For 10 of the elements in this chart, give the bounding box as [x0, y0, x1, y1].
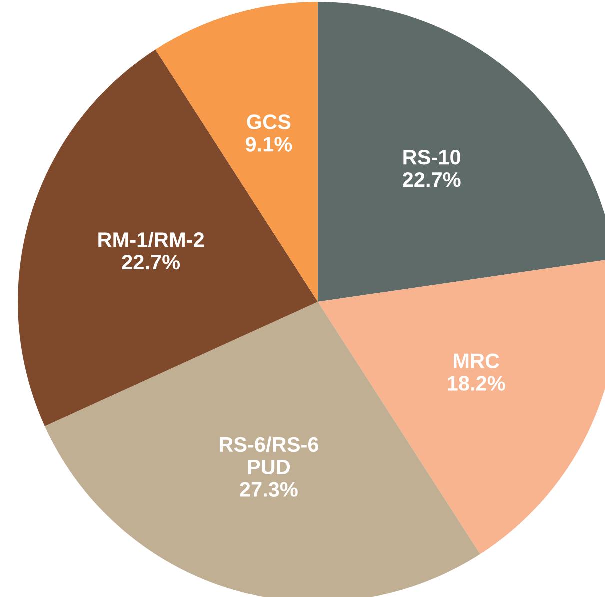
slice-label: MRC: [454, 354, 500, 368]
slice-label: RS-10: [404, 150, 461, 165]
data-label: 9.1%: [246, 137, 292, 152]
data-label: 22.7%: [403, 172, 461, 188]
data-label: 22.7%: [122, 254, 180, 270]
slice-label: RM-1/RM-2: [98, 232, 204, 248]
slice-label: RS-6/RS-6 PUD: [220, 436, 319, 475]
data-label: 27.3%: [240, 482, 298, 497]
slice-label: GCS: [247, 114, 291, 130]
data-label: 18.2%: [448, 376, 506, 391]
